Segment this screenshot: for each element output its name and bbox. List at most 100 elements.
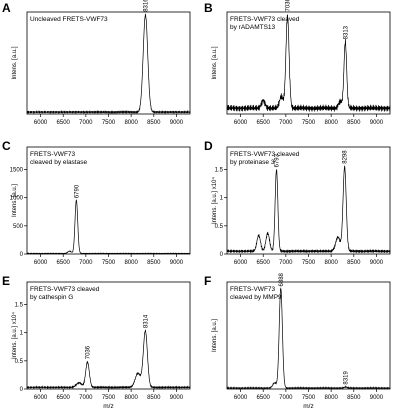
x-axis-label: m/z: [103, 403, 113, 410]
spectrum-line: [226, 165, 391, 254]
x-tick-label: 8500: [347, 120, 361, 126]
panel-subtitle: by proteinase 3: [230, 159, 275, 166]
peak-label: 8314: [143, 314, 149, 328]
x-tick-label: 7500: [302, 260, 316, 266]
x-tick-label: 8500: [347, 395, 361, 401]
spectrum-line: [226, 287, 391, 390]
y-tick-label: 0: [20, 252, 24, 258]
x-axis-label: m/z: [303, 403, 313, 410]
panel-title: FRETS-VWF73 cleaved: [230, 151, 300, 158]
x-tick-label: 7000: [279, 260, 293, 266]
panel-title: FRETS-VWF73 cleaved: [30, 286, 100, 293]
x-tick-label: 9000: [170, 260, 184, 266]
peak-label: 8316: [143, 0, 149, 12]
x-tick-label: 6000: [34, 260, 48, 266]
x-tick-label: 6000: [34, 120, 48, 126]
y-tick-label: 1: [220, 196, 224, 202]
y-axis-label: Intens. [a.u.] x10⁴: [211, 177, 218, 224]
x-tick-label: 8000: [124, 395, 138, 401]
x-tick-label: 8000: [324, 395, 338, 401]
x-tick-label: 8500: [347, 260, 361, 266]
panel-a: A Uncleaved FRETS-VWF73 Intens. [a.u.] 6000…: [2, 0, 191, 126]
panel-subtitle: by rADAMTS13: [230, 24, 276, 31]
x-tick-label: 6500: [257, 120, 271, 126]
x-tick-label: 7500: [102, 260, 116, 266]
panel-letter: C: [2, 139, 11, 153]
y-tick-label: 0: [220, 252, 224, 258]
x-tick-label: 6500: [57, 120, 71, 126]
y-tick-label: 0.5: [15, 359, 24, 365]
y-tick-label: 0: [20, 387, 24, 393]
panel-subtitle: by cathespin G: [30, 294, 73, 301]
x-tick-label: 8000: [324, 260, 338, 266]
panel-subtitle: cleaved by MMP9: [230, 294, 282, 301]
x-tick-label: 7500: [102, 395, 116, 401]
x-tick-label: 7500: [302, 395, 316, 401]
panel-title: FRETS-VWF73: [30, 151, 76, 158]
y-tick-label: 1: [20, 331, 24, 337]
peak-label: 6888: [279, 272, 285, 286]
x-tick-label: 8500: [147, 395, 161, 401]
x-tick-label: 6500: [57, 260, 71, 266]
peak-label: 7036: [85, 345, 91, 359]
x-tick-label: 6500: [257, 260, 271, 266]
peak-label: 7036: [285, 0, 291, 12]
x-tick-label: 7000: [279, 120, 293, 126]
x-tick-label: 8500: [147, 120, 161, 126]
panel-letter: E: [2, 274, 10, 288]
peak-label: 6793: [274, 153, 280, 167]
spectrum-line: [226, 14, 391, 112]
panel-letter: B: [204, 1, 213, 15]
panel-letter: A: [2, 1, 11, 15]
y-tick-label: 1500: [10, 168, 24, 174]
y-tick-label: 500: [13, 224, 24, 230]
x-tick-label: 7500: [102, 120, 116, 126]
peak-label: 8313: [343, 25, 349, 39]
y-axis-label: Intens. [a.u.] x10⁴: [11, 312, 18, 359]
panel-title: FRETS-VWF73 cleaved: [230, 16, 300, 23]
y-axis-label: Intens. [a.u.]: [12, 46, 18, 79]
x-tick-label: 7500: [302, 120, 316, 126]
x-tick-label: 6000: [234, 395, 248, 401]
x-tick-label: 9000: [370, 120, 384, 126]
x-tick-label: 9000: [170, 395, 184, 401]
peak-label: 6790: [74, 184, 80, 198]
x-tick-label: 8000: [124, 260, 138, 266]
spectrum-line: [26, 329, 191, 390]
y-tick-label: 1000: [10, 196, 24, 202]
y-axis-label: Intens. [a.u.]: [12, 184, 18, 217]
x-tick-label: 6000: [234, 120, 248, 126]
x-tick-label: 6000: [234, 260, 248, 266]
x-tick-label: 6000: [34, 395, 48, 401]
x-tick-label: 8500: [147, 260, 161, 266]
spectrum-line: [26, 199, 191, 255]
panel-letter: D: [204, 139, 213, 153]
x-tick-label: 6500: [57, 395, 71, 401]
panel-subtitle: cleaved by elastase: [30, 159, 87, 166]
x-tick-label: 7000: [79, 260, 93, 266]
x-tick-label: 9000: [370, 395, 384, 401]
x-tick-label: 6500: [257, 395, 271, 401]
x-tick-label: 9000: [370, 260, 384, 266]
x-tick-label: 7000: [79, 395, 93, 401]
x-tick-label: 8000: [124, 120, 138, 126]
x-tick-label: 8000: [324, 120, 338, 126]
peak-label: 8319: [344, 371, 350, 385]
panel-title: FRETS-VWF73: [230, 286, 276, 293]
y-tick-label: 1.5: [15, 303, 24, 309]
plot-frame: [26, 11, 191, 115]
y-tick-label: 1.5: [215, 168, 224, 174]
spectrum-line: [26, 13, 191, 115]
x-tick-label: 7000: [279, 395, 293, 401]
x-tick-label: 9000: [170, 120, 184, 126]
panel-title: Uncleaved FRETS-VWF73: [30, 16, 108, 23]
y-tick-label: 0.5: [215, 224, 224, 230]
panel-letter: F: [204, 274, 211, 288]
x-tick-label: 7000: [79, 120, 93, 126]
